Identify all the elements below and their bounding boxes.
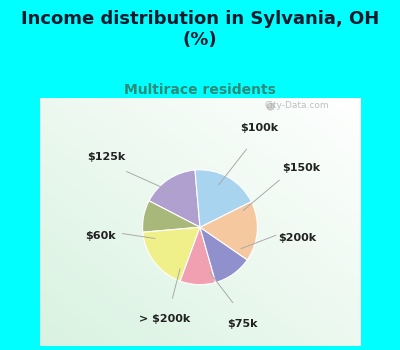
Wedge shape — [200, 202, 258, 260]
Text: Multirace residents: Multirace residents — [124, 83, 276, 97]
Text: Income distribution in Sylvania, OH
(%): Income distribution in Sylvania, OH (%) — [21, 10, 379, 49]
Text: $200k: $200k — [278, 233, 316, 243]
Wedge shape — [143, 227, 200, 281]
Text: $100k: $100k — [240, 123, 279, 133]
Text: City-Data.com: City-Data.com — [265, 101, 330, 110]
Wedge shape — [142, 201, 200, 232]
Text: $150k: $150k — [282, 163, 321, 173]
Wedge shape — [180, 227, 216, 285]
Wedge shape — [195, 170, 251, 227]
Text: $60k: $60k — [85, 231, 116, 241]
Wedge shape — [149, 170, 200, 227]
Wedge shape — [200, 227, 247, 282]
Text: > $200k: > $200k — [139, 314, 190, 324]
Text: $75k: $75k — [227, 320, 257, 329]
Text: $125k: $125k — [87, 152, 125, 162]
